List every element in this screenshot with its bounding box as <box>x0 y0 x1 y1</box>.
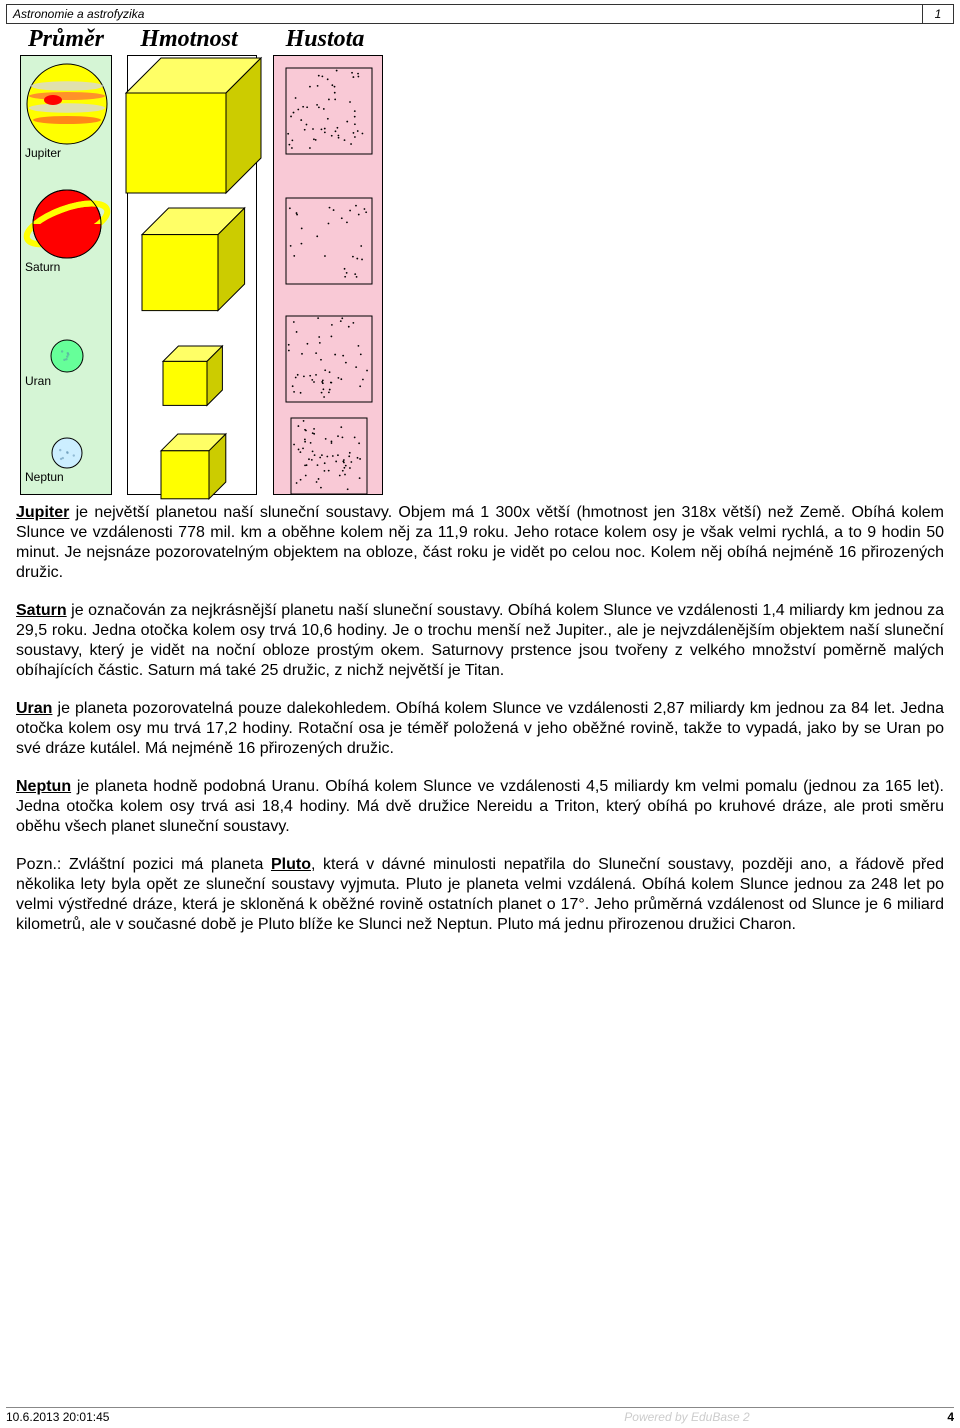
column-mass <box>122 55 262 495</box>
diagram-headings: Průměr Hmotnost Hustota <box>16 26 960 53</box>
column-density <box>268 55 388 495</box>
planet-label: Uran <box>25 374 109 388</box>
name-neptun: Neptun <box>16 778 71 795</box>
name-pluto: Pluto <box>271 856 311 873</box>
page-footer: 10.6.2013 20:01:45 Powered by EduBase 2 … <box>6 1407 954 1424</box>
footer-timestamp: 10.6.2013 20:01:45 <box>6 1410 460 1424</box>
density-panel <box>273 55 383 495</box>
planet-label: Neptun <box>25 470 109 484</box>
body-uran: je planeta pozorovatelná pouze dalekohle… <box>16 700 944 757</box>
planet-panel: Jupiter Saturn Uran Neptun <box>20 55 112 495</box>
planet-label: Jupiter <box>25 146 109 160</box>
footer-page: 4 <box>914 1410 954 1424</box>
footer-generator: Powered by EduBase 2 <box>460 1410 914 1424</box>
name-uran: Uran <box>16 700 52 717</box>
heading-diameter: Průměr <box>16 26 116 53</box>
planet-label: Saturn <box>25 260 109 274</box>
density-square-neptun <box>289 416 369 496</box>
para-neptun: Neptun je planeta hodně podobná Uranu. O… <box>16 777 944 837</box>
para-saturn: Saturn je označován za nejkrásnější plan… <box>16 601 944 681</box>
name-saturn: Saturn <box>16 602 67 619</box>
para-uran: Uran je planeta pozorovatelná pouze dale… <box>16 699 944 759</box>
planet-jupiter: Jupiter <box>23 62 109 160</box>
body-jupiter: je největší planetou naší sluneční soust… <box>16 504 944 581</box>
density-square-saturn <box>284 196 374 286</box>
para-pluto: Pozn.: Zvláštní pozici má planeta Pluto,… <box>16 855 944 935</box>
prefix-pluto: Pozn.: Zvláštní pozici má planeta <box>16 856 271 873</box>
mass-cube-uran <box>161 344 224 407</box>
body-neptun: je planeta hodně podobná Uranu. Obíhá ko… <box>16 778 944 835</box>
body-text: Jupiter je největší planetou naší sluneč… <box>16 503 944 935</box>
mass-cube-neptun <box>159 432 228 501</box>
body-saturn: je označován za nejkrásnější planetu naš… <box>16 602 944 679</box>
column-diameter: Jupiter Saturn Uran Neptun <box>16 55 116 495</box>
diagram: Jupiter Saturn Uran Neptun <box>16 55 960 495</box>
page-header: Astronomie a astrofyzika 1 <box>6 4 954 24</box>
planet-neptun: Neptun <box>23 436 109 484</box>
header-title: Astronomie a astrofyzika <box>7 5 923 23</box>
heading-mass: Hmotnost <box>116 26 262 53</box>
planet-uran: Uran <box>23 338 109 388</box>
para-jupiter: Jupiter je největší planetou naší sluneč… <box>16 503 944 583</box>
mass-cube-jupiter <box>124 56 263 195</box>
mass-panel <box>127 55 257 495</box>
density-square-uran <box>284 314 374 404</box>
density-square-jupiter <box>284 66 374 156</box>
planet-saturn: Saturn <box>23 188 109 274</box>
name-jupiter: Jupiter <box>16 504 69 521</box>
mass-cube-saturn <box>140 206 247 313</box>
heading-density: Hustota <box>262 26 388 53</box>
header-chapter: 1 <box>923 5 953 23</box>
